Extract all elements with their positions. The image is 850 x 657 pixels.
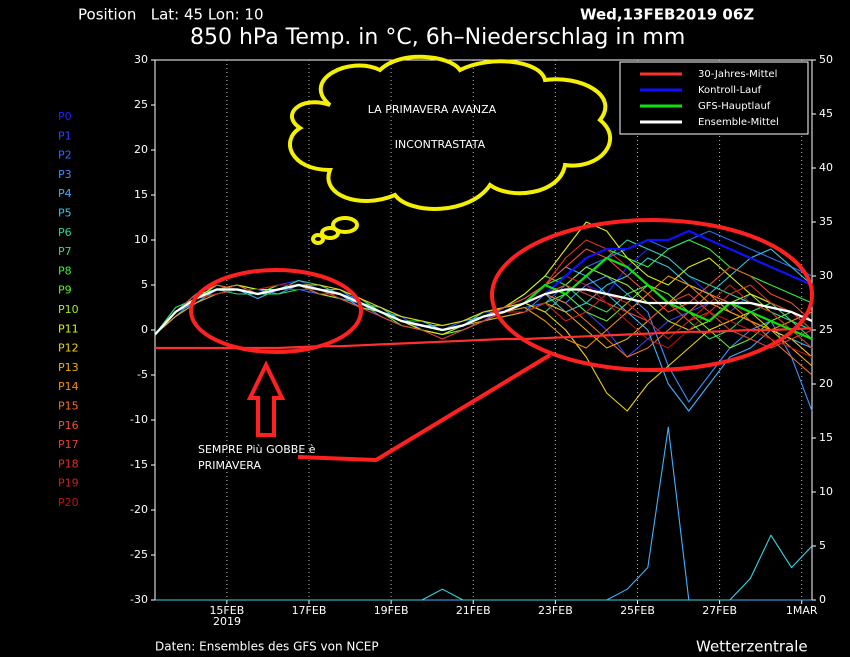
member-label: P19 [58,477,79,490]
y2-tick-label: 5 [819,539,826,552]
member-label: P13 [58,361,79,374]
member-label: P15 [58,400,79,413]
y-tick-label: 15 [134,188,148,201]
y-tick-label: 5 [141,278,148,291]
y2-tick-label: 45 [819,107,833,120]
y-tick-label: -25 [130,548,148,561]
position-label: Position Lat: 45 Lon: 10 [78,6,264,24]
source: Daten: Ensembles des GFS von NCEP [155,640,379,654]
chart-title: 850 hPa Temp. in °C, 6h–Niederschlag in … [190,25,685,50]
y2-tick-label: 50 [819,53,833,66]
y2-tick-label: 25 [819,323,833,336]
precip-line [155,534,813,601]
legend-label: Ensemble-Mittel [698,117,779,128]
note-text: SEMPRE Più GOBBE è [198,443,316,456]
cloud-text: LA PRIMAVERA AVANZA [368,103,497,116]
series-line [155,327,813,350]
y-tick-label: 20 [134,143,148,156]
y-tick-label: 30 [134,53,148,66]
member-label: P5 [58,207,72,220]
y-tick-label: 25 [134,98,148,111]
x-tick-label: 25FEB [620,604,655,617]
member-label: P7 [58,245,72,258]
y2-tick-label: 20 [819,377,833,390]
plot-area: 15FEB 17FEB 19FEB 21FEB 23FEB 25FEB 27FEB 1MAR -… [130,53,833,617]
cloud-text: INCONTRASTATA [395,138,486,151]
y-tick-label: -20 [130,503,148,516]
legend-label: Kontroll-Lauf [698,85,762,96]
y-tick-label: -10 [130,413,148,426]
y2-tick-label: 10 [819,485,833,498]
y2-tick-label: 35 [819,215,833,228]
member-label: P14 [58,380,79,393]
legend-label: GFS-Hauptlauf [698,101,771,112]
y-tick-label: -30 [130,593,148,606]
legend: 30-Jahres-Mittel Kontroll-Lauf GFS-Hauptla… [619,61,809,135]
member-label: P0 [58,110,72,123]
x-tick-label: 23FEB [538,604,573,617]
x-tick-label: 27FEB [702,604,737,617]
highlight-marks [189,218,814,463]
member-label: P16 [58,419,79,432]
y-tick-label: 10 [134,233,148,246]
run-label: Wed,13FEB2019 06Z [580,6,754,24]
member-label: P9 [58,284,72,297]
y2-tick-label: 40 [819,161,833,174]
member-label: P10 [58,303,79,316]
y2-tick-label: 0 [819,593,826,606]
member-label: P3 [58,168,72,181]
y2-tick-label: 30 [819,269,833,282]
member-label: P6 [58,226,72,239]
member-label: P2 [58,149,72,162]
thought-cloud [288,54,613,245]
y2-tick-label: 15 [819,431,833,444]
member-label: P17 [58,438,79,451]
member-label: P11 [58,322,79,335]
x-tick-label: 21FEB [456,604,491,617]
x-tick-label: 15FEB [209,604,244,617]
x-tick-label: 19FEB [374,604,409,617]
member-label: P4 [58,187,72,200]
credit: Wetterzentrale [696,638,808,656]
x-tick-label: 17FEB [292,604,327,617]
y-tick-label: 0 [141,323,148,336]
legend-label: 30-Jahres-Mittel [698,69,777,80]
member-label: P18 [58,457,79,470]
member-label: P20 [58,496,79,509]
y-tick-label: -5 [137,368,148,381]
note-text: PRIMAVERA [198,459,262,472]
y-tick-label: -15 [130,458,148,471]
x-tick-label: 1MAR [786,604,818,617]
x-year-label: 2019 [213,615,241,628]
member-label: P12 [58,342,79,355]
member-label: P8 [58,264,72,277]
member-label: P1 [58,129,72,142]
series-line [154,283,813,336]
